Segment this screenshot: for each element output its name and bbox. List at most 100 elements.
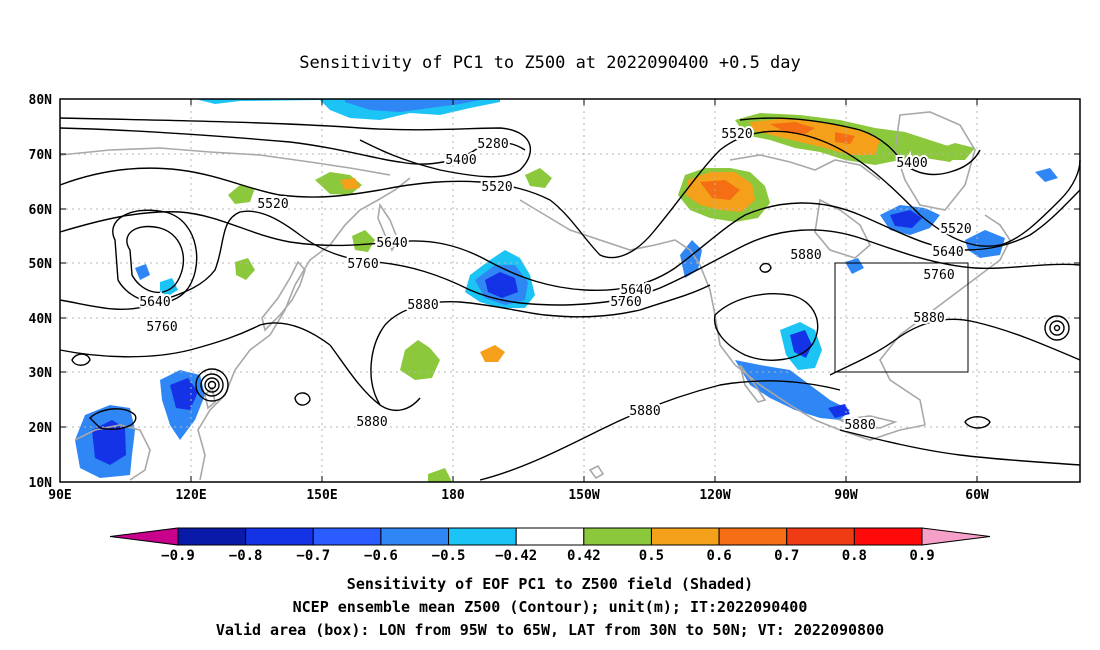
- contour-label-5880: 5880: [844, 418, 875, 433]
- colorbar-bin: [650, 527, 720, 546]
- contour-label-5640: 5640: [620, 283, 651, 298]
- contour-label-5760: 5760: [610, 295, 641, 310]
- colorbar-bin: [380, 527, 450, 546]
- colorbar-bin: [786, 527, 855, 546]
- contour-label-5880: 5880: [356, 415, 387, 430]
- colorbar-bin: [245, 527, 314, 546]
- shade-pac-green-2: [400, 340, 440, 380]
- shade-labrador-core: [890, 210, 922, 228]
- colorbar-tick-label: −0.6: [364, 548, 398, 564]
- lat-label: 80N: [29, 93, 53, 108]
- lon-label: 90W: [834, 488, 858, 503]
- contour-label-5640: 5640: [376, 236, 407, 251]
- contour-label-5880: 5880: [407, 298, 438, 313]
- contour-label-5640: 5640: [139, 295, 170, 310]
- coast-cuba: [837, 415, 898, 429]
- contour-5760: [59, 210, 1081, 310]
- lon-label: 60W: [965, 488, 989, 503]
- colorbar-bin: [853, 527, 923, 546]
- contour-5880-pac-low: [329, 344, 421, 412]
- map-area: [60, 99, 1080, 482]
- contour-labels: 5280 5400 5520 5520 5520 5400 5520 5640 …: [137, 125, 973, 435]
- shade-canada-red: [770, 122, 855, 144]
- shade-pac-green-3: [428, 468, 452, 482]
- tick-marks-lon: [190, 99, 978, 482]
- contour-label-5880: 5880: [790, 248, 821, 263]
- contour-label-5640: 5640: [932, 245, 963, 260]
- contour-small-1: [71, 353, 91, 366]
- contour-label-5520: 5520: [481, 180, 512, 195]
- colorbar-bin: [718, 527, 788, 546]
- contour-5880-south: [839, 429, 1081, 466]
- shade-yukon-red: [700, 180, 740, 200]
- contour-label-5760: 5760: [146, 320, 177, 335]
- coast-hawaii: [588, 464, 605, 480]
- tick-marks-lat: [60, 153, 1080, 428]
- contour-label-5880: 5880: [913, 311, 944, 326]
- lat-axis-labels: 80N 70N 60N 50N 40N 30N 20N 10N: [29, 93, 53, 491]
- shade-arctic-blue-core: [345, 100, 480, 112]
- shade-pac-orange: [480, 345, 505, 362]
- contour-label-5520: 5520: [257, 197, 288, 212]
- contour-5640: [59, 189, 1081, 292]
- coast-japan: [261, 260, 306, 332]
- gridlines: [60, 99, 1080, 482]
- shade-canada-blue: [845, 258, 864, 274]
- colorbar-tick-label: −0.42: [495, 548, 537, 564]
- shade-sea-core-2: [170, 378, 198, 410]
- lat-label: 10N: [29, 476, 53, 491]
- atlantic-ring: [1053, 324, 1061, 332]
- colorbar-tick-label: −0.7: [296, 548, 330, 564]
- shade-pacific-blue-core: [485, 272, 518, 298]
- z500-contours: [59, 117, 1081, 481]
- typhoon-ring: [200, 373, 224, 397]
- colorbar-tick-label: 0.5: [639, 548, 664, 564]
- contour-label-5760: 5760: [923, 268, 954, 283]
- atlantic-ring: [1049, 320, 1065, 336]
- footer-line-3: Valid area (box): LON from 95W to 65W, L…: [216, 621, 884, 639]
- lat-label: 50N: [29, 257, 53, 272]
- contour-label-5400: 5400: [896, 156, 927, 171]
- shade-okhotsk-green: [352, 230, 375, 252]
- typhoon-ring: [204, 377, 220, 393]
- lon-label: 150W: [568, 488, 599, 503]
- colorbar-bin: [583, 527, 652, 546]
- coast-alaska: [519, 199, 701, 266]
- coast-se-asia: [74, 424, 151, 481]
- contour-5400-west: [59, 127, 526, 165]
- contour-label-5520: 5520: [940, 222, 971, 237]
- contour-label-5400: 5400: [445, 153, 476, 168]
- colorbar-tick-label: 0.6: [706, 548, 731, 564]
- contour-5760-low: [112, 209, 198, 304]
- colorbar-tick-label: −0.9: [161, 548, 195, 564]
- shade-china-blue: [135, 264, 150, 280]
- map-frame: [59, 98, 1081, 483]
- tick-marks: [60, 99, 1080, 482]
- contour-small-2: [294, 392, 311, 406]
- colorbar-bin: [448, 527, 517, 546]
- lat-label: 20N: [29, 421, 53, 436]
- lon-label: 120E: [175, 488, 206, 503]
- lat-label: 30N: [29, 366, 53, 381]
- typhoon-ring: [207, 380, 217, 390]
- coast-kamchatka: [377, 202, 399, 252]
- coast-arctic-islands: [729, 154, 881, 181]
- footer-line-1: Sensitivity of EOF PC1 to Z500 field (Sh…: [347, 575, 753, 593]
- shade-greenland-green: [935, 143, 975, 160]
- coast-na-east: [879, 214, 1011, 426]
- shade-kam-orange: [340, 178, 360, 190]
- colorbar-tick-label: 0.42: [567, 548, 601, 564]
- valid-area-box: [834, 262, 969, 373]
- shade-mexico-blue: [735, 360, 850, 420]
- contour-5880-na: [713, 293, 819, 361]
- lon-label: 180: [441, 488, 465, 503]
- typhoon-ring: [195, 368, 229, 402]
- colorbar-min-arrow: [109, 527, 179, 546]
- shade-seasia-core: [92, 420, 126, 465]
- colorbar-tick-label: −0.5: [432, 548, 466, 564]
- contour-5520: [59, 130, 1081, 259]
- shade-arctic-blue-2: [1035, 168, 1058, 182]
- contour-5400-east: [739, 117, 981, 176]
- contour-small-3: [759, 262, 772, 273]
